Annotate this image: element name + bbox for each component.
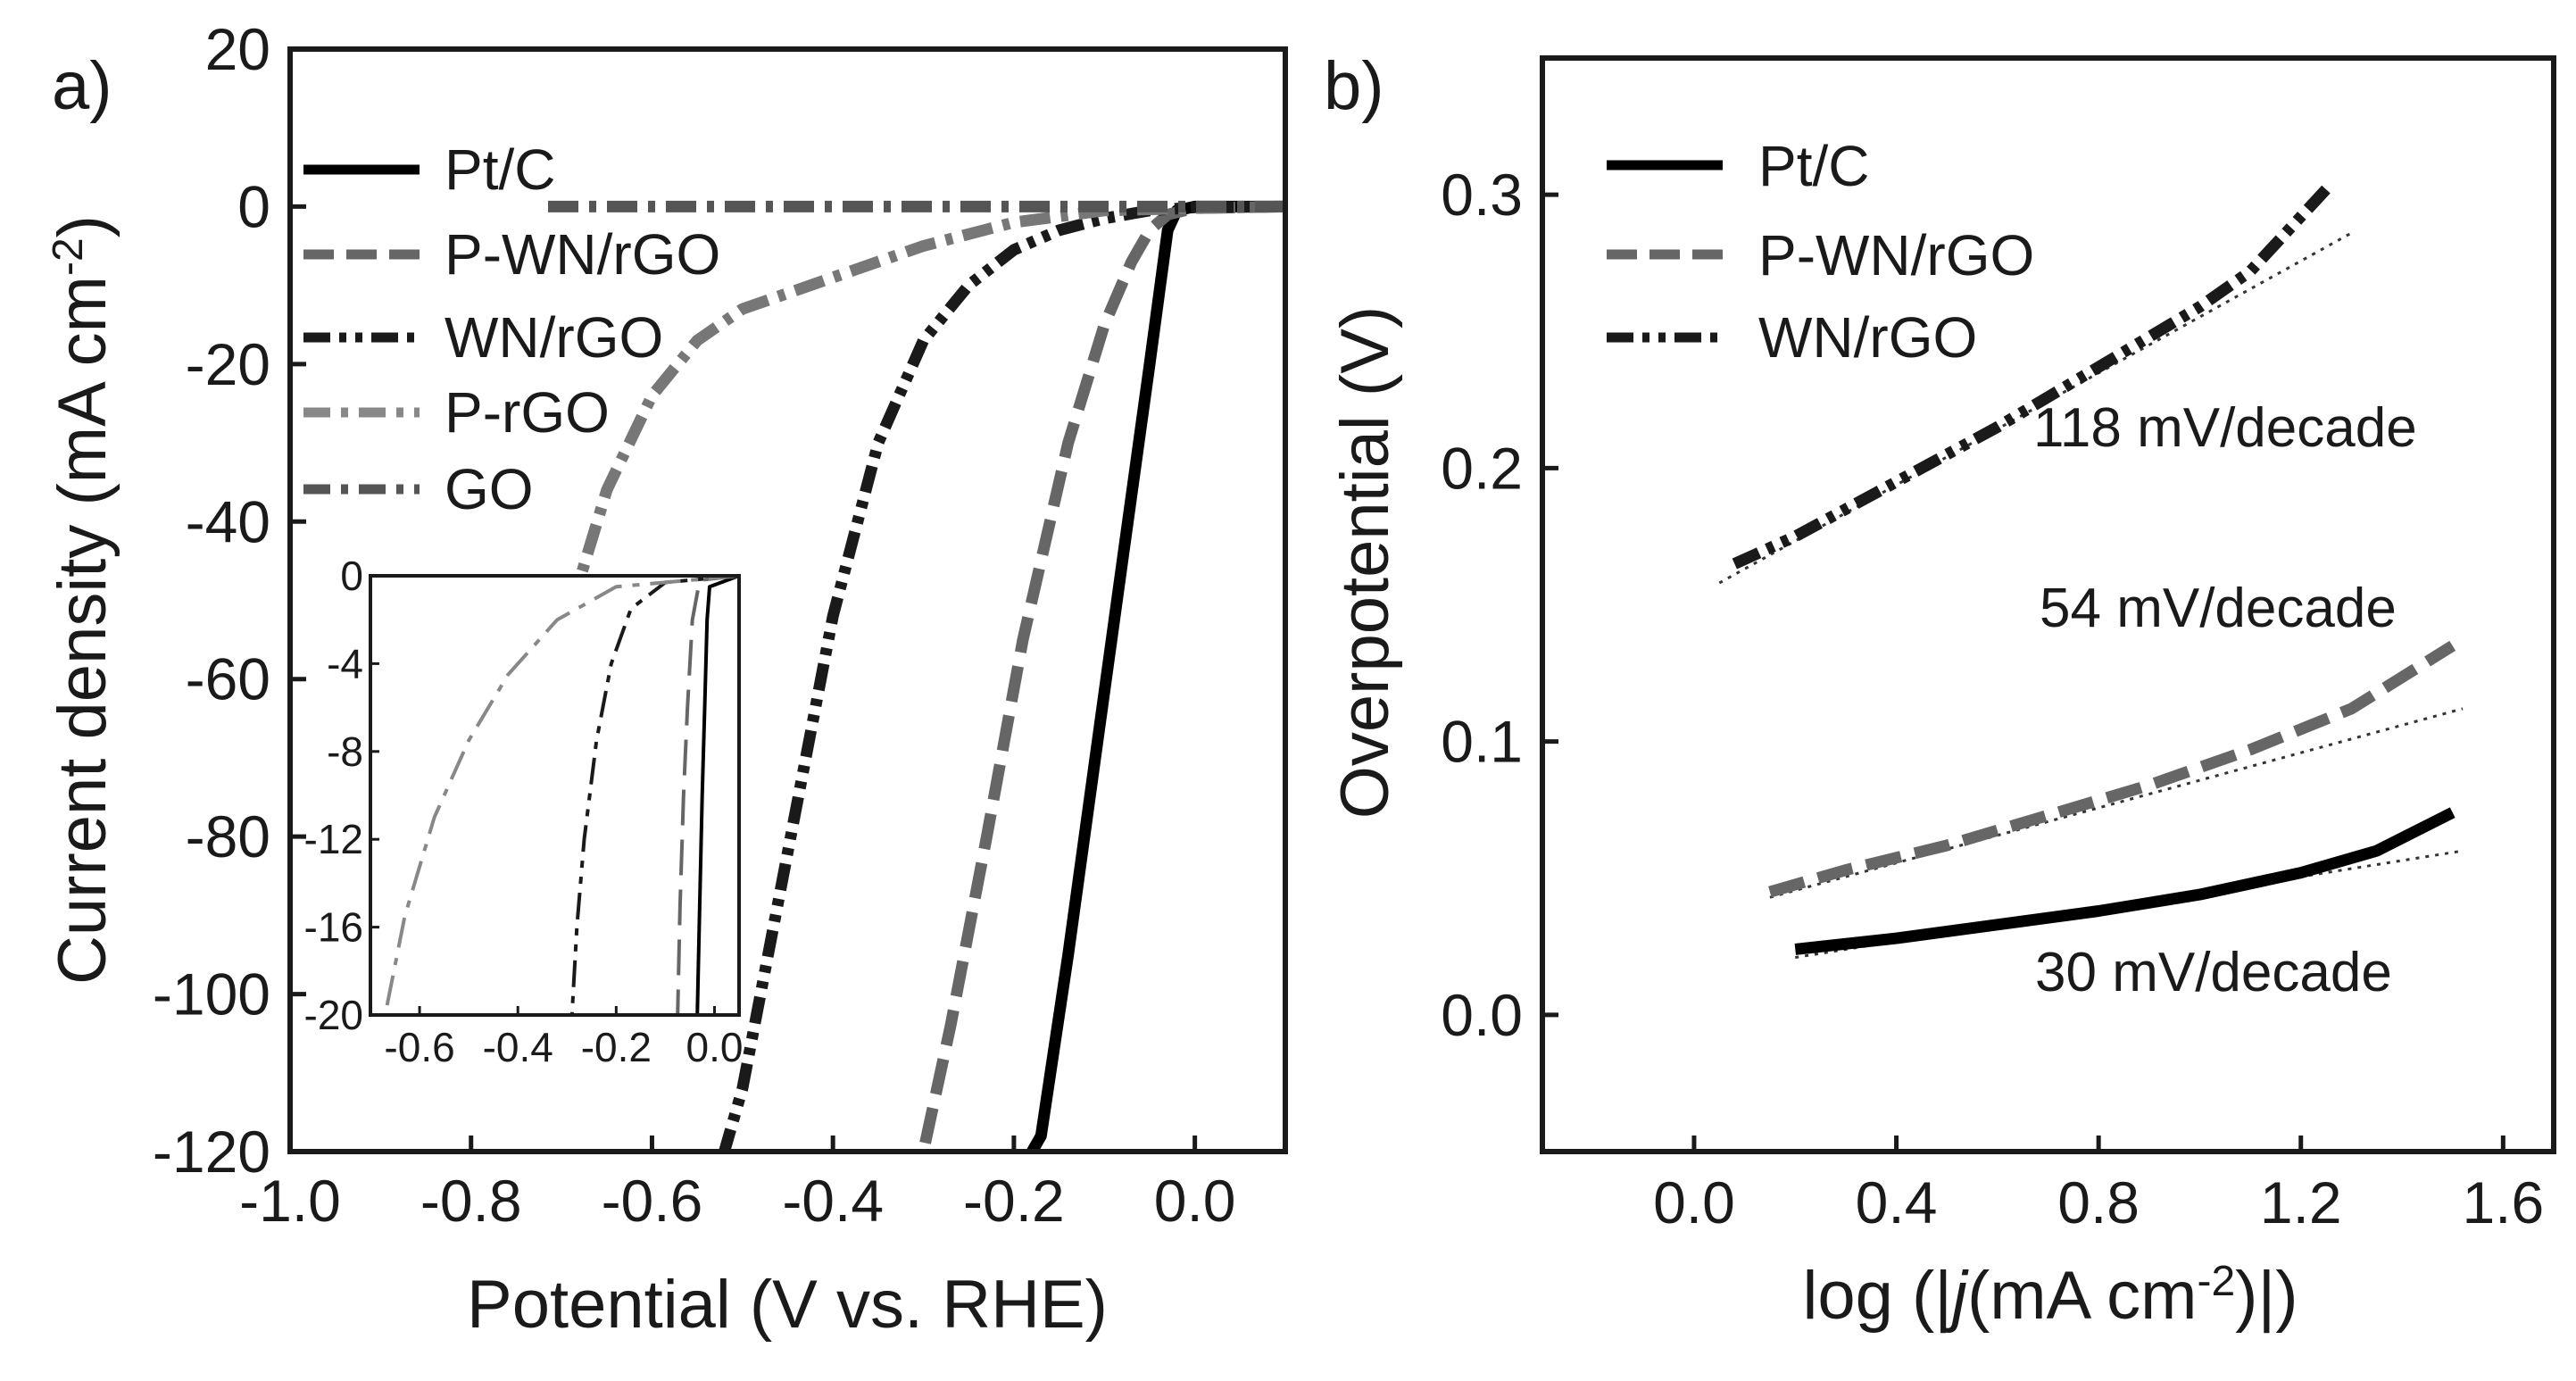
panel-b-y-tick-label: 0.0 <box>1441 982 1523 1048</box>
panel-b-x-axis-title: log (|j(mA cm-2)|) <box>1802 1258 2298 1335</box>
panel-a-y-axis-title: Current density (mA cm-2) <box>45 215 121 985</box>
inset-series-wn-rgo <box>569 576 739 1015</box>
panel-b-frame <box>1540 55 2556 1154</box>
panel-a-x-tick-label: -0.6 <box>602 1168 703 1234</box>
panel-b-x-ticks: 0.0 0.4 0.8 1.2 1.6 <box>1653 1136 2544 1235</box>
panel-b-label: b) <box>1324 48 1384 124</box>
inset-y-tick-label: -20 <box>304 992 363 1038</box>
annotation-30-mv-decade: 30 mV/decade <box>2035 942 2392 1003</box>
legend-a-label-go: GO <box>445 457 534 521</box>
panel-b-x-tick-label: 1.2 <box>2260 1169 2342 1235</box>
legend-a-label-wn-rgo: WN/rGO <box>445 305 663 370</box>
panel-a-y-tick-label: 20 <box>205 16 270 82</box>
panel-a: a) -1.0 -0.8 -0.6 -0.4 -0.2 0.0 -120-100-80-6… <box>45 16 1288 1343</box>
panel-b-y-tick-label: 0.2 <box>1441 435 1523 501</box>
panel-a-inset: -0.6 -0.4 -0.2 0.0 0 -4 -8 -12 -16 -20 <box>304 553 744 1070</box>
panel-b-y-ticks: 0.0 0.1 0.2 0.3 <box>1441 162 1558 1048</box>
inset-y-tick-label: -16 <box>304 904 363 951</box>
inset-series-p-rgo <box>383 576 739 1015</box>
inset-y-tick-label: -4 <box>327 640 363 686</box>
panel-a-y-tick-label: -20 <box>186 331 270 397</box>
panel-b-y-axis-title: Overpotential (V) <box>1327 306 1403 819</box>
panel-a-x-tick-label: 0.0 <box>1154 1168 1236 1234</box>
inset-y-tick-label: -8 <box>327 728 363 775</box>
panel-a-x-axis-title: Potential (V vs. RHE) <box>467 1267 1108 1343</box>
panel-a-y-tick-label: 0 <box>237 173 270 239</box>
panel-a-y-tick-label: -60 <box>186 646 270 712</box>
panel-a-x-ticks: -1.0 -0.8 -0.6 -0.4 -0.2 0.0 <box>239 1136 1236 1234</box>
legend-b-label-pt-c: Pt/C <box>1758 134 1869 198</box>
panel-a-x-tick-label: -1.0 <box>239 1168 341 1234</box>
panel-b: b) 0.0 0.4 0.8 1.2 1.6 0.0 0.1 0.2 0.3 log (|j(… <box>1324 48 2556 1335</box>
legend-b-label-p-wn-rgo: P-WN/rGO <box>1758 223 2034 287</box>
panel-a-x-tick-label: -0.4 <box>782 1168 884 1234</box>
panel-a-y-ticks: -120 -100 -80 -60 -40 -20 0 20 <box>153 16 306 1185</box>
panel-a-series-pt-c <box>1026 200 1285 1152</box>
panel-a-frame <box>287 46 1288 1154</box>
inset-x-tick-label: 0.0 <box>686 1024 743 1070</box>
panel-a-y-tick-label: -120 <box>153 1119 270 1185</box>
annotation-118-mv-decade: 118 mV/decade <box>2033 397 2417 459</box>
inset-y-ticks: 0 -4 -8 -12 -16 -20 <box>304 553 379 1038</box>
panel-a-y-tick-label: -100 <box>153 961 270 1027</box>
legend-a-label-pt-c: Pt/C <box>445 137 555 202</box>
inset-y-tick-label: 0 <box>340 553 363 599</box>
panel-a-series <box>543 200 1285 1152</box>
inset-series-pt-c <box>695 576 739 1015</box>
panel-a-x-tick-label: -0.2 <box>963 1168 1065 1234</box>
legend-a-label-p-rgo: P-rGO <box>445 380 610 445</box>
panel-a-label: a) <box>52 48 112 124</box>
panel-a-y-tick-label: -40 <box>186 488 270 554</box>
panel-a-y-tick-label: -80 <box>186 803 270 869</box>
panel-b-series-wn-rgo <box>1732 185 2331 570</box>
legend-b-label-wn-rgo: WN/rGO <box>1758 305 1977 370</box>
panel-b-x-tick-label: 1.6 <box>2462 1169 2544 1235</box>
inset-series <box>383 576 739 1015</box>
panel-b-x-tick-label: 0.0 <box>1653 1169 1735 1235</box>
inset-x-tick-label: -0.2 <box>581 1024 652 1070</box>
panel-b-y-tick-label: 0.1 <box>1441 709 1523 775</box>
inset-series-p-wn-rgo <box>676 576 739 1015</box>
panel-b-fit-line-118-mv-decade <box>1718 231 2353 585</box>
inset-y-tick-label: -12 <box>304 816 363 862</box>
legend-a-label-p-wn-rgo: P-WN/rGO <box>445 222 720 287</box>
inset-x-ticks: -0.6 -0.4 -0.2 0.0 <box>384 1006 743 1070</box>
inset-x-tick-label: -0.6 <box>384 1024 454 1070</box>
panel-a-x-tick-label: -0.8 <box>420 1168 522 1234</box>
panel-b-y-tick-label: 0.3 <box>1441 162 1523 228</box>
inset-frame <box>369 574 741 1017</box>
panel-b-series <box>1718 185 2464 960</box>
panel-b-series-pt-c <box>1794 807 2456 955</box>
panel-b-legend: Pt/C P-WN/rGO WN/rGO <box>1607 134 2034 370</box>
annotation-54-mv-decade: 54 mV/decade <box>2040 578 2397 639</box>
panel-b-x-tick-label: 0.4 <box>1856 1169 1938 1235</box>
inset-x-tick-label: -0.4 <box>483 1024 553 1070</box>
panel-a-series-wn-rgo <box>719 200 1285 1152</box>
panel-b-x-tick-label: 0.8 <box>2057 1169 2140 1235</box>
panel-a-legend: Pt/C P-WN/rGO WN/rGO P-rGO GO <box>303 137 720 521</box>
